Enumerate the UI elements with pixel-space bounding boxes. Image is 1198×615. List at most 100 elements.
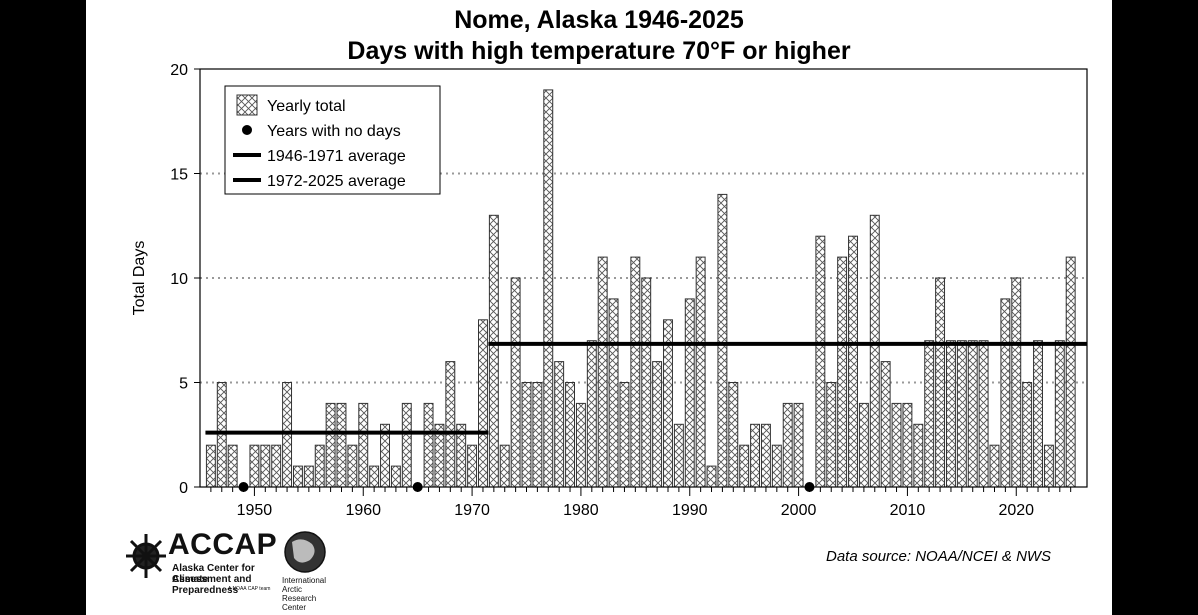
bar-1973 <box>499 444 510 488</box>
bar-1987 <box>652 361 663 488</box>
bar-1976 <box>532 382 543 488</box>
bar-1983 <box>608 298 619 488</box>
x-tick-label: 1970 <box>454 502 490 519</box>
bar-2018 <box>989 444 1000 488</box>
bar-1995 <box>739 444 750 488</box>
y-tick-label: 5 <box>179 376 188 393</box>
bar-1957 <box>325 402 336 488</box>
bar-2004 <box>837 256 848 488</box>
bar-1971 <box>478 319 488 488</box>
bar-1966 <box>423 402 434 488</box>
bar-2009 <box>891 402 902 488</box>
bar-1986 <box>641 277 652 488</box>
bar-1953 <box>282 382 293 488</box>
legend-label-avg2: 1972-2025 average <box>267 173 406 190</box>
bar-2003 <box>826 382 837 488</box>
y-tick-label: 0 <box>179 480 188 497</box>
globe-icon <box>284 531 326 573</box>
bar-2021 <box>1022 382 1033 488</box>
bar-2006 <box>858 402 869 488</box>
bar-1961 <box>369 465 380 488</box>
bar-1954 <box>292 465 303 488</box>
bar-2014 <box>945 340 956 488</box>
y-tick-label: 15 <box>170 167 188 184</box>
iarc-line1: International Arctic <box>282 576 327 594</box>
bar-1951 <box>260 444 271 488</box>
legend-label-no_days: Years with no days <box>267 123 401 140</box>
bar-2000 <box>793 402 804 488</box>
bar-2019 <box>1000 298 1011 488</box>
iarc-text: International Arctic Research Center <box>282 576 342 612</box>
bar-1989 <box>673 423 684 488</box>
bar-2012 <box>924 340 935 488</box>
bar-1975 <box>521 382 532 488</box>
bar-2017 <box>978 340 989 488</box>
bar-2005 <box>848 235 858 488</box>
bar-1947 <box>216 382 227 488</box>
bar-1996 <box>750 423 761 488</box>
x-tick-label: 1960 <box>345 502 381 519</box>
chart-title: Nome, Alaska 1946-2025 <box>454 6 744 34</box>
bar-1955 <box>303 465 314 488</box>
x-tick-label: 1950 <box>237 502 273 519</box>
x-tick-label: 2010 <box>890 502 926 519</box>
y-tick-label: 20 <box>170 62 188 79</box>
bar-1999 <box>782 402 793 488</box>
bar-2002 <box>815 235 826 488</box>
x-tick-label: 1990 <box>672 502 708 519</box>
bar-2024 <box>1054 340 1065 488</box>
bar-1950 <box>249 444 260 488</box>
bar-1998 <box>771 444 782 488</box>
bar-1960 <box>358 402 369 488</box>
accap-line2: Assessment and Preparedness <box>172 574 252 596</box>
bar-1982 <box>597 256 608 488</box>
bar-2010 <box>902 402 913 488</box>
bar-1977 <box>543 89 554 488</box>
bar-1970 <box>467 444 478 488</box>
bar-2020 <box>1011 277 1022 488</box>
bar-1993 <box>717 193 728 488</box>
data-source: Data source: NOAA/NCEI & NWS <box>826 548 1052 565</box>
bar-1978 <box>554 361 565 488</box>
bar-1980 <box>575 402 586 488</box>
legend-box <box>224 85 441 195</box>
bar-2016 <box>967 340 978 488</box>
iarc-line2: Research Center <box>282 594 317 612</box>
bar-1972 <box>488 214 499 488</box>
bar-1959 <box>347 444 358 488</box>
bar-1992 <box>706 465 717 488</box>
x-tick-label: 2020 <box>998 502 1034 519</box>
bar-1984 <box>619 382 630 488</box>
legend-label-yearly_total: Yearly total <box>267 98 346 115</box>
bar-1981 <box>586 340 597 488</box>
bar-2015 <box>956 340 967 488</box>
bar-1958 <box>336 402 347 488</box>
y-tick-label: 10 <box>170 271 188 288</box>
bar-2007 <box>869 214 880 488</box>
legend-marker-dot <box>242 125 252 135</box>
x-tick-label: 1980 <box>563 502 599 519</box>
bar-2013 <box>935 277 946 488</box>
bar-2011 <box>913 423 924 488</box>
bar-2023 <box>1043 444 1054 488</box>
y-axis-label: Total Days <box>131 241 148 316</box>
accap-logo: ACCAP Alaska Center for Climate Assessme… <box>120 528 280 598</box>
bar-1963 <box>390 465 401 488</box>
bar-1985 <box>630 256 641 488</box>
bar-2025 <box>1065 256 1076 488</box>
bar-1968 <box>445 361 456 488</box>
bar-1964 <box>401 402 412 488</box>
bar-1997 <box>760 423 771 488</box>
bar-2008 <box>880 361 891 488</box>
bar-1979 <box>565 382 575 488</box>
bar-1956 <box>314 444 325 488</box>
x-tick-label: 2000 <box>781 502 817 519</box>
accap-line1: Alaska Center for Climate <box>172 563 255 585</box>
bar-1948 <box>227 444 238 488</box>
bar-1990 <box>684 298 695 488</box>
legend-marker-hatch <box>236 94 258 116</box>
accap-wordmark: ACCAP <box>168 528 278 561</box>
bar-2022 <box>1033 340 1043 488</box>
legend-label-avg1: 1946-1971 average <box>267 148 406 165</box>
